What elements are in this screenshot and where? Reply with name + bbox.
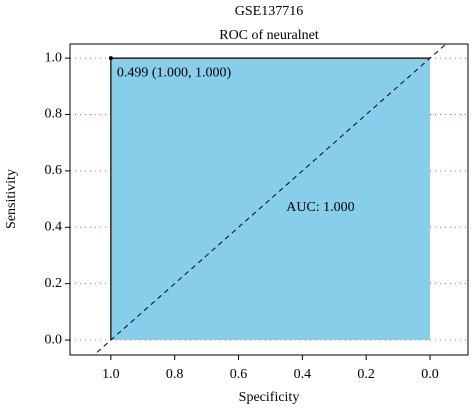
x-axis-title: Specificity [239,390,300,405]
y-tick-label: 0.2 [45,276,63,291]
chart-title: GSE137716 [235,4,303,19]
x-tick-label: 0.6 [230,367,248,382]
plot-frame [69,43,469,356]
y-tick-label: 0.4 [45,219,63,234]
x-tick-label: 0.2 [357,367,375,382]
x-tick-label: 0.8 [166,367,184,382]
y-tick-label: 0.6 [45,163,63,178]
y-axis-title: Sensitivity [4,169,19,229]
diagonal [93,44,447,355]
auc-label: AUC: 1.000 [286,200,354,215]
y-tick-label: 0.0 [45,332,63,347]
threshold-point [108,56,113,61]
x-tick-label: 0.0 [421,367,439,382]
y-tick-label: 1.0 [45,50,63,65]
y-tick-label: 0.8 [45,107,63,122]
threshold-label: 0.499 (1.000, 1.000) [117,65,232,80]
x-tick-label: 0.4 [294,367,312,382]
x-tick-label: 1.0 [102,367,120,382]
chart-subtitle: ROC of neuralnet [219,28,319,43]
